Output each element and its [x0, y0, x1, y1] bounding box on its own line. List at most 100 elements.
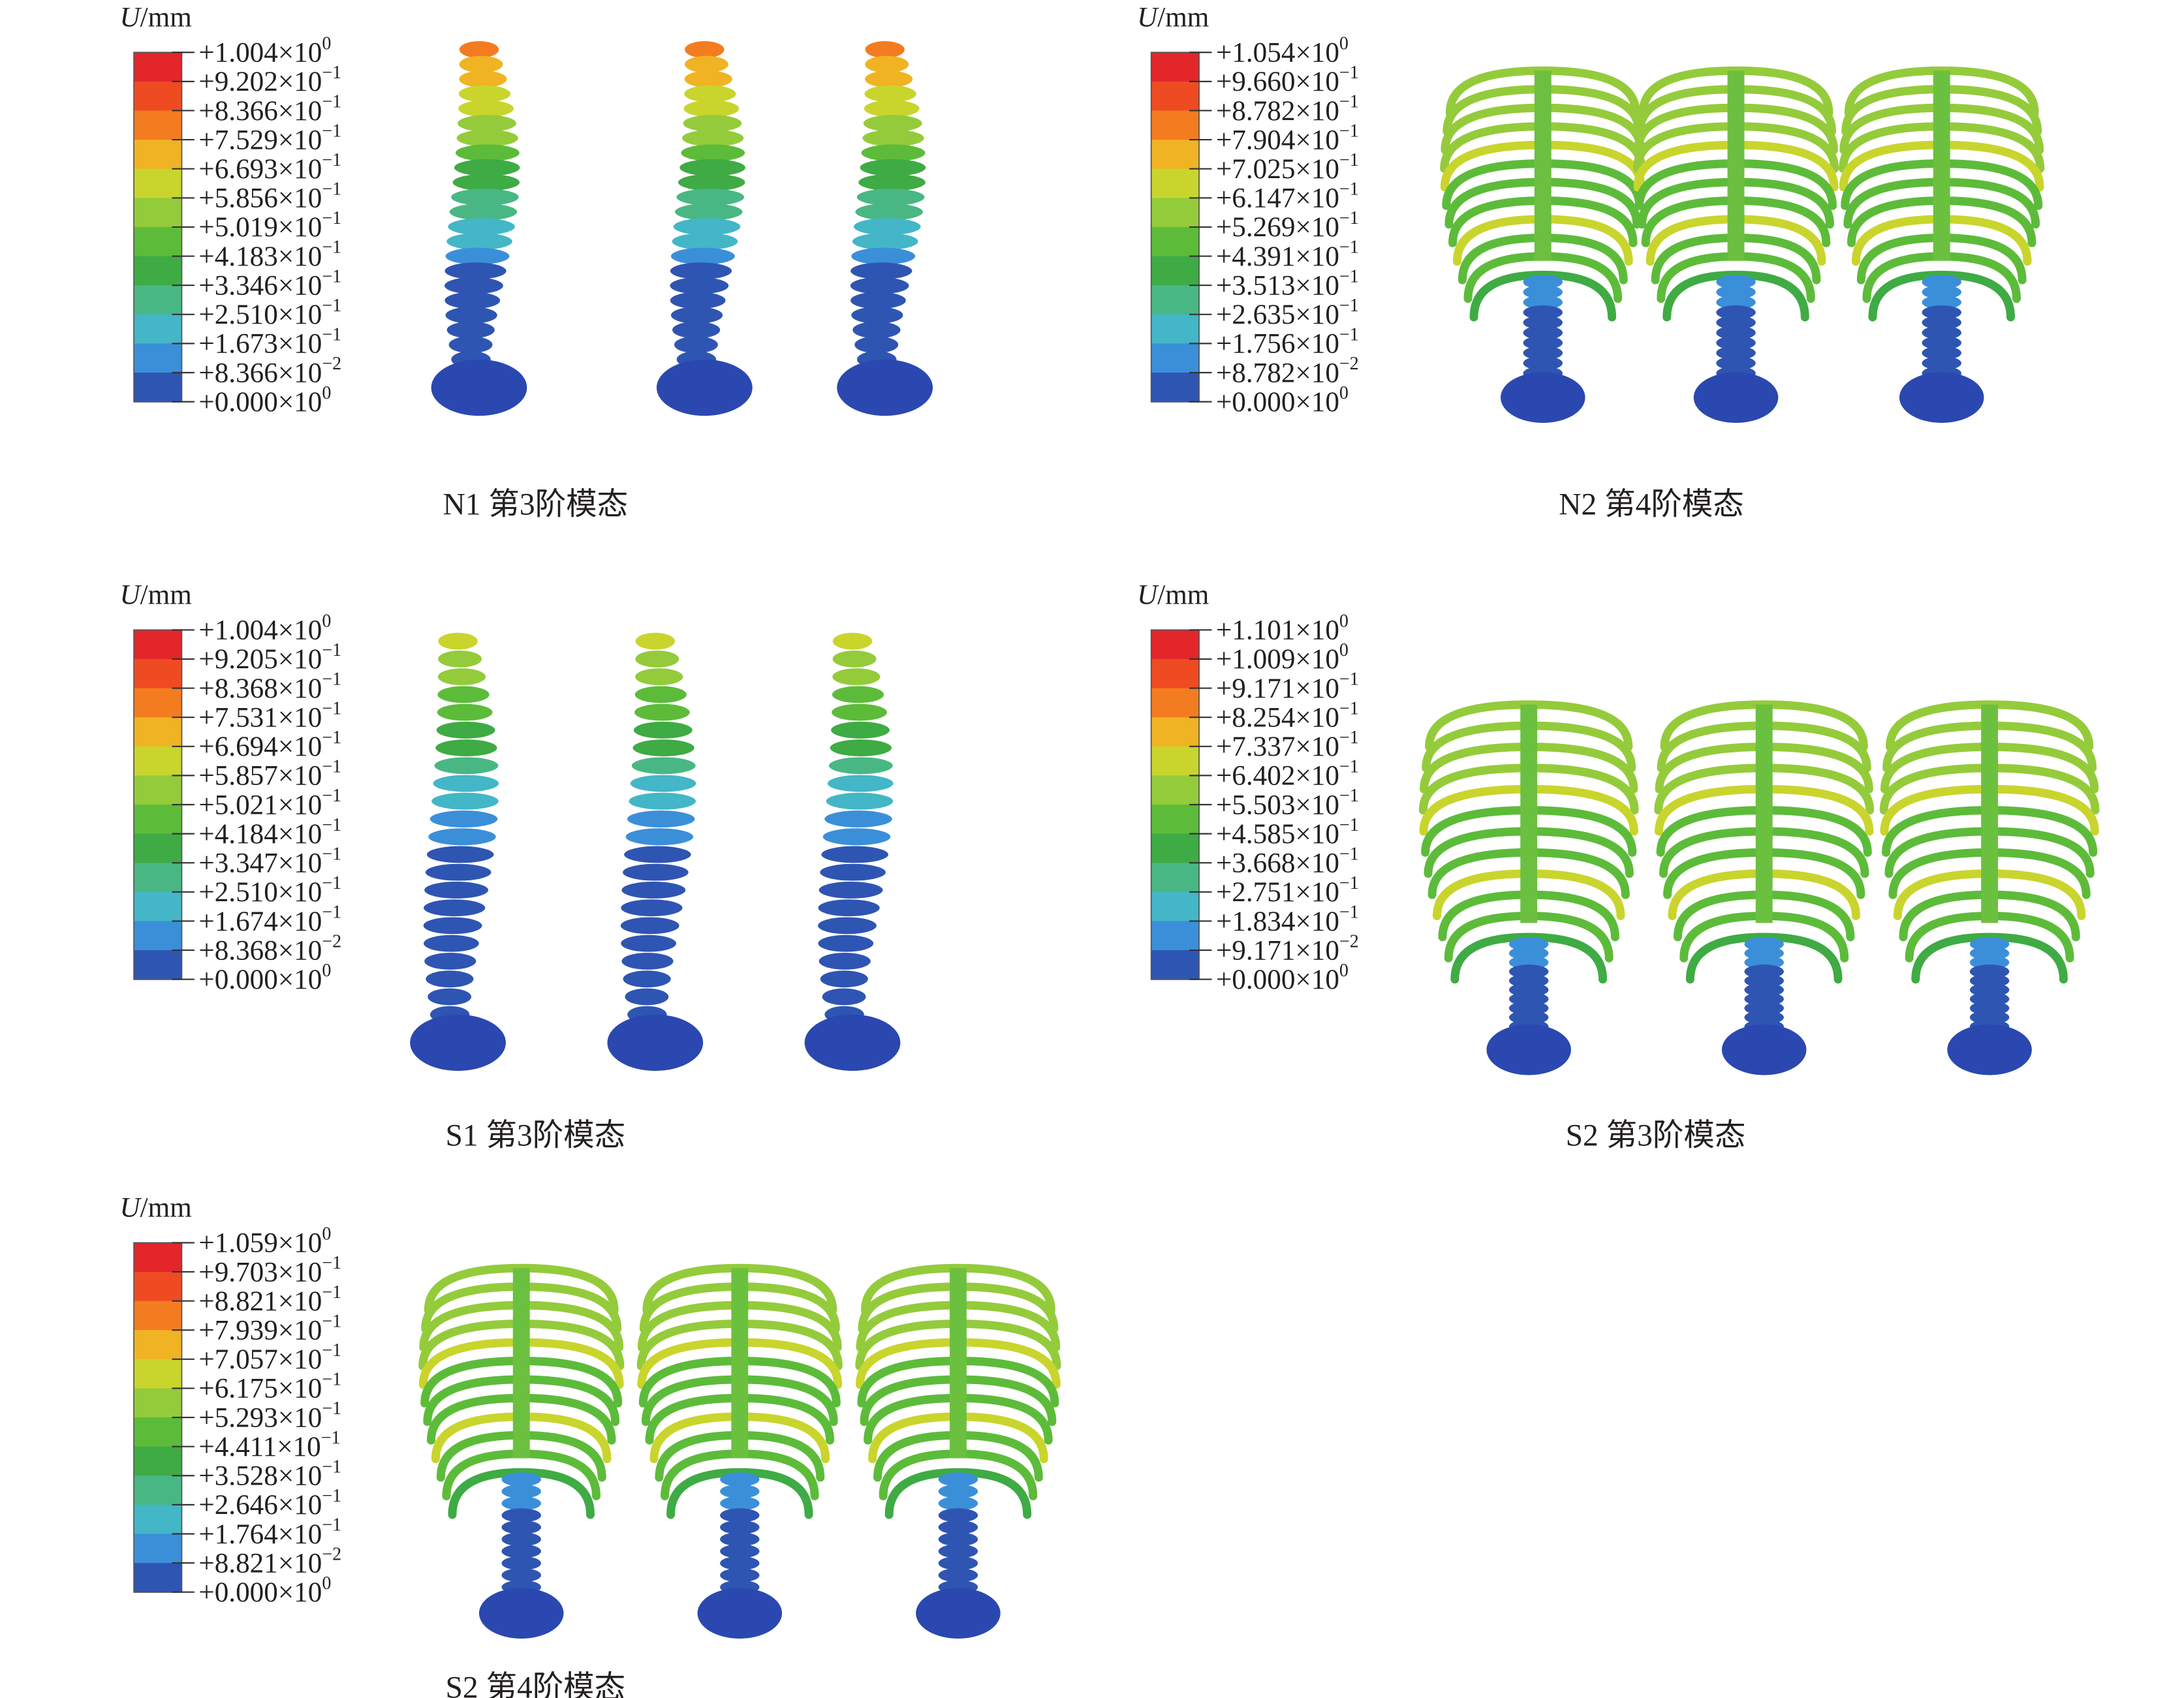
vertebra	[938, 1508, 978, 1522]
vertebra	[424, 899, 486, 917]
vertebra	[458, 115, 516, 132]
vertebra	[720, 1544, 760, 1558]
legend-exponent: −1	[321, 1428, 341, 1448]
legend-label: +9.171×10−2	[1216, 932, 1359, 966]
colorbar-band	[1151, 110, 1200, 141]
legend-label: +0.000×100	[198, 383, 331, 418]
legend-mantissa: +4.585×10	[1216, 819, 1339, 850]
legend-label: +3.668×10−1	[1216, 844, 1359, 879]
legend-exponent: −1	[322, 815, 341, 835]
colorbar-band	[134, 256, 182, 286]
vertebra	[629, 792, 696, 810]
vertebra	[855, 203, 923, 221]
legend-label: +9.202×10−1	[198, 63, 341, 98]
legend-label: +8.368×10−2	[198, 932, 341, 966]
colorbar-band	[1151, 746, 1200, 777]
legend-mantissa: +7.057×10	[198, 1344, 322, 1375]
legend-mantissa: +2.510×10	[198, 300, 322, 330]
legend-exponent: −1	[322, 150, 341, 170]
vertebra	[1523, 315, 1563, 330]
vertebra	[679, 159, 745, 176]
colorbar-band	[1151, 833, 1200, 864]
pelvis	[916, 1588, 1001, 1639]
legend-exponent: −2	[1339, 932, 1359, 952]
legend-mantissa: +1.004×10	[198, 37, 322, 68]
colorbar-band	[134, 1534, 182, 1564]
vertebra	[938, 1496, 978, 1511]
legend-mantissa: +1.756×10	[1216, 329, 1339, 360]
legend-exponent: −1	[322, 209, 341, 229]
vertebra	[683, 100, 740, 117]
pelvis	[1899, 372, 1984, 423]
vertebra	[672, 232, 738, 250]
legend-label: +1.673×10−1	[198, 325, 341, 360]
vertebra	[684, 55, 728, 73]
legend-exponent: −1	[1339, 179, 1359, 200]
vertebra	[865, 70, 913, 88]
pelvis	[1721, 1024, 1807, 1075]
vertebra	[435, 739, 497, 756]
vertebra	[670, 292, 726, 309]
colorbar-band	[134, 805, 182, 835]
colorbar-band	[1151, 198, 1200, 228]
legend-label: +4.411×10−1	[198, 1428, 340, 1462]
legend-exponent: −1	[1339, 121, 1359, 142]
sternum	[1981, 704, 1999, 923]
vertebra	[635, 650, 679, 668]
legend-label: +6.175×10−1	[198, 1370, 341, 1404]
vertebra	[501, 1532, 541, 1547]
legend-mantissa: +9.202×10	[198, 67, 322, 97]
vertebra	[621, 882, 686, 899]
vertebra	[1716, 275, 1756, 289]
colorbar-band	[1151, 140, 1200, 170]
model-views	[431, 40, 933, 416]
legend-mantissa: +0.000×10	[198, 1577, 322, 1608]
legend-mantissa: +3.668×10	[1216, 848, 1339, 878]
colorbar-band	[1151, 717, 1200, 747]
legend-mantissa: +8.368×10	[198, 935, 322, 966]
colorbar-band	[134, 1388, 182, 1419]
vertebra	[1523, 326, 1563, 340]
colorbar-band	[134, 226, 182, 257]
vertebra	[863, 115, 922, 132]
vertebra	[1523, 305, 1563, 320]
legend-mantissa: +1.673×10	[198, 329, 322, 360]
legend-exponent: −1	[322, 267, 341, 287]
legend-exponent: −1	[322, 121, 341, 142]
legend-mantissa: +4.391×10	[1216, 241, 1339, 272]
sternum	[949, 1268, 967, 1459]
legend-label: +6.693×10−1	[198, 150, 341, 185]
vertebra	[1922, 305, 1961, 320]
pelvis	[804, 1014, 901, 1071]
legend-label: +4.184×10−1	[198, 815, 341, 850]
vertebra	[831, 721, 890, 739]
legend-exponent: −1	[322, 1312, 341, 1332]
legend-mantissa: +7.337×10	[1216, 732, 1339, 762]
vertebra	[501, 1472, 541, 1487]
vertebra	[851, 307, 903, 324]
legend-mantissa: +5.857×10	[198, 761, 322, 792]
legend-label: +7.025×10−1	[1216, 150, 1359, 185]
legend-mantissa: +1.054×10	[1216, 37, 1339, 68]
colorbar-band	[134, 140, 182, 170]
vertebra	[446, 232, 512, 250]
vertebra	[670, 277, 729, 294]
legend-label: +8.821×10−2	[198, 1545, 341, 1579]
unit-label: U/mm	[119, 1193, 191, 1224]
legend-mantissa: +6.694×10	[198, 732, 322, 762]
legend-exponent: −1	[322, 670, 341, 690]
vertebra	[1922, 285, 1961, 300]
vertebra	[720, 1568, 760, 1582]
vertebra	[1922, 326, 1961, 340]
legend-label: +9.171×10−1	[1216, 670, 1359, 704]
legend-label: +4.183×10−1	[198, 238, 341, 272]
colorbar-band	[134, 746, 182, 777]
unit-text: /mm	[1157, 3, 1209, 33]
vertebra	[862, 129, 924, 147]
vertebra	[431, 792, 499, 810]
vertebra	[445, 307, 497, 324]
panel: U/mm+1.004×100+9.202×10−1+8.366×10−1+7.5…	[119, 3, 933, 521]
vertebra	[501, 1484, 541, 1499]
